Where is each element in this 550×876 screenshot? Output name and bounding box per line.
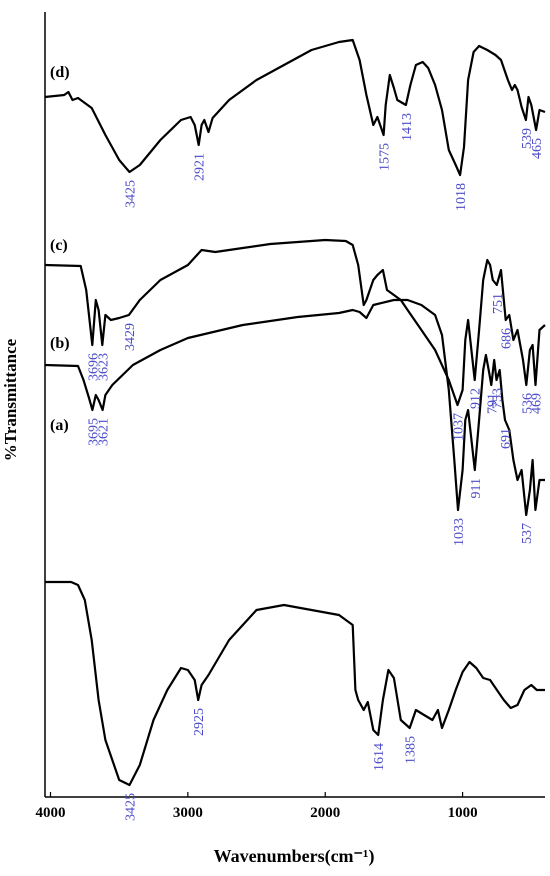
peak-label: 3695 (86, 418, 101, 446)
peak-label: 1033 (452, 518, 467, 546)
peak-label: 686 (500, 328, 515, 349)
x-axis-label: Wavenumbers(cm⁻¹) (214, 846, 375, 867)
spectrum-line (44, 38, 546, 177)
x-tick-label: 1000 (448, 805, 478, 821)
peak-label: 691 (499, 428, 514, 449)
spectrum-line (45, 580, 545, 787)
peak-label: 1575 (378, 143, 393, 171)
peak-label: 469 (530, 393, 545, 414)
peak-label: 1413 (400, 113, 415, 141)
peak-label: 1614 (372, 743, 387, 771)
spectrum-line (44, 298, 545, 517)
peak-label: 539 (520, 128, 535, 149)
peak-label: 3429 (123, 323, 138, 351)
peak-label: 911 (469, 478, 484, 498)
x-tick-label: 2000 (310, 805, 340, 821)
peak-label: 2921 (193, 153, 208, 181)
y-axis-label: %Transmittance (1, 338, 20, 461)
peak-label: 465 (530, 138, 545, 159)
series-label: (b) (50, 335, 70, 352)
peak-label: 3621 (97, 418, 112, 446)
peak-label: 912 (469, 388, 484, 409)
peak-label: 1385 (404, 736, 419, 764)
peak-label: 537 (520, 523, 535, 544)
peak-label: 536 (520, 393, 535, 414)
x-tick-label: 4000 (35, 805, 65, 821)
peak-label: 753 (491, 388, 506, 409)
series-label: (a) (50, 417, 69, 434)
peak-label: 1018 (454, 183, 469, 211)
peak-label: 3425 (123, 180, 138, 208)
series-label: (d) (50, 64, 70, 81)
peak-label: 2925 (192, 708, 207, 736)
spectrum-line (44, 238, 546, 407)
peak-label: 791 (485, 393, 500, 414)
peak-label: 3623 (96, 353, 111, 381)
series-label: (c) (50, 237, 68, 254)
peak-label: 3425 (123, 793, 138, 821)
peak-label: 751 (491, 293, 506, 314)
x-tick-label: 3000 (173, 805, 203, 821)
peak-label: 1037 (452, 413, 467, 441)
peak-label: 3696 (86, 353, 101, 381)
